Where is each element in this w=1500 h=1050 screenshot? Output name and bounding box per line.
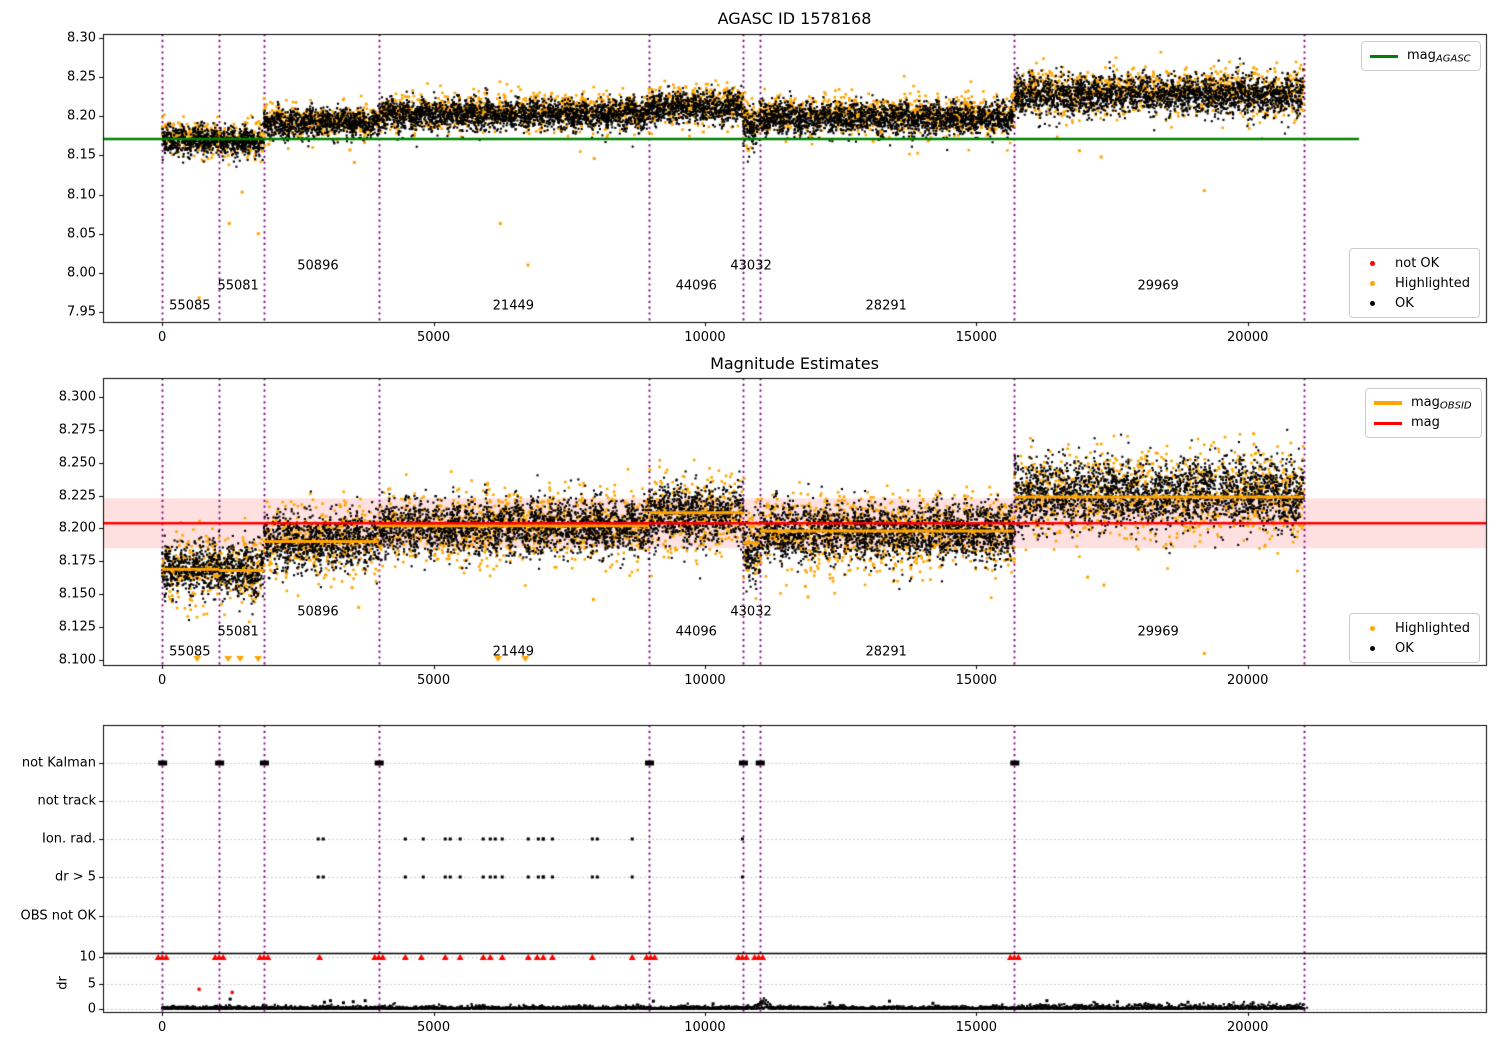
legend-row: Highlighted — [1358, 273, 1470, 293]
legend-row: mag — [1374, 413, 1472, 433]
flag-row-label: Ion. rad. — [42, 831, 96, 847]
y-tick-label: 8.10 — [67, 187, 96, 203]
x-tick-label: 15000 — [955, 330, 998, 345]
flag-row-label: dr > 5 — [54, 869, 96, 885]
obsid-label: 29969 — [1137, 278, 1179, 294]
not-ok-dot-swatch — [1358, 256, 1386, 271]
y-tick-label: 8.250 — [58, 455, 96, 471]
legend-label-mag-obsid: magOBSID — [1411, 394, 1472, 412]
y-tick-label: 8.20 — [67, 108, 96, 124]
legend-row: not OK — [1358, 253, 1470, 273]
x-tick-label: 10000 — [684, 1020, 726, 1035]
x-tick-label: 10000 — [684, 673, 726, 688]
x-tick-label: 5000 — [417, 1020, 451, 1035]
y-tick-label: 8.275 — [58, 422, 96, 438]
obsid-label: 43032 — [730, 604, 772, 620]
ok-dot-swatch — [1358, 296, 1386, 311]
legend-row: magOBSID — [1374, 393, 1472, 413]
obsid-label: 21449 — [492, 644, 535, 660]
legend-label-highlighted: Highlighted — [1395, 275, 1470, 291]
mag-obsid-line-swatch — [1374, 401, 1402, 405]
obsid-label: 50896 — [297, 258, 339, 274]
obsid-label: 21449 — [492, 298, 535, 314]
dr-tick-label: 5 — [87, 976, 96, 992]
y-tick-label: 8.150 — [58, 586, 96, 602]
obsid-label: 55081 — [217, 278, 259, 294]
dr-tick-label: 10 — [79, 949, 96, 965]
y-tick-label: 8.100 — [58, 652, 96, 668]
y-tick-label: 8.00 — [67, 265, 96, 281]
legend-row: OK — [1358, 638, 1470, 658]
legend-point-status-mid: Highlighted OK — [1349, 613, 1480, 663]
legend-label-highlighted: Highlighted — [1395, 620, 1470, 636]
x-tick-label: 5000 — [417, 330, 451, 345]
obsid-label: 44096 — [675, 278, 717, 294]
y-tick-label: 8.25 — [67, 69, 96, 85]
obsid-label: 28291 — [865, 298, 907, 314]
y-tick-label: 8.300 — [58, 389, 96, 405]
y-tick-label: 8.200 — [58, 520, 96, 536]
obsid-label: 55081 — [217, 624, 259, 640]
legend-label-mag-agasc: magAGASC — [1407, 47, 1471, 65]
dr-tick-label: 0 — [87, 1001, 96, 1017]
plot2-title: Magnitude Estimates — [710, 354, 879, 373]
highlighted-dot-swatch — [1358, 276, 1386, 291]
y-tick-label: 8.175 — [58, 553, 96, 569]
y-tick-label: 7.95 — [67, 304, 96, 320]
x-tick-label: 15000 — [955, 1020, 998, 1035]
x-tick-label: 5000 — [417, 673, 451, 688]
legend-label-ok: OK — [1395, 640, 1414, 656]
obsid-label: 55085 — [169, 644, 211, 660]
flag-row-label: not Kalman — [21, 755, 96, 771]
x-tick-label: 15000 — [955, 673, 998, 688]
legend-mag-obsid: magOBSID mag — [1365, 388, 1482, 438]
x-tick-label: 0 — [158, 1020, 167, 1035]
y-tick-label: 8.30 — [67, 30, 96, 46]
highlighted-dot-swatch — [1358, 621, 1386, 636]
y-tick-label: 8.15 — [67, 147, 96, 163]
legend-mag-agasc: magAGASC — [1361, 41, 1481, 71]
obsid-label: 44096 — [675, 624, 717, 640]
y-tick-label: 8.125 — [58, 619, 96, 635]
legend-point-status-top: not OK Highlighted OK — [1349, 248, 1480, 318]
plot1-title: AGASC ID 1578168 — [717, 9, 872, 28]
dr-axis-label: dr — [55, 976, 71, 990]
mag-line-swatch — [1374, 421, 1402, 425]
legend-label-ok: OK — [1395, 295, 1414, 311]
mag-agasc-line-swatch — [1370, 54, 1398, 58]
legend-row: magAGASC — [1370, 46, 1471, 66]
x-tick-label: 20000 — [1227, 1020, 1269, 1035]
obsid-label: 28291 — [865, 644, 907, 660]
flag-row-label: not track — [37, 793, 96, 809]
ok-dot-swatch — [1358, 641, 1386, 656]
obsid-label: 55085 — [169, 298, 211, 314]
x-tick-label: 0 — [158, 330, 167, 345]
legend-row: OK — [1358, 293, 1470, 313]
legend-row: Highlighted — [1358, 618, 1470, 638]
legend-label-mag: mag — [1411, 414, 1440, 430]
x-tick-label: 20000 — [1227, 673, 1269, 688]
y-tick-label: 8.225 — [58, 488, 96, 504]
x-tick-label: 0 — [158, 673, 167, 688]
x-tick-label: 20000 — [1227, 330, 1269, 345]
y-tick-label: 8.05 — [67, 226, 96, 242]
obsid-label: 29969 — [1137, 624, 1179, 640]
obsid-label: 43032 — [730, 258, 772, 274]
obsid-label: 50896 — [297, 604, 339, 620]
flag-row-label: OBS not OK — [20, 908, 97, 924]
legend-label-not-ok: not OK — [1395, 255, 1440, 271]
x-tick-label: 10000 — [684, 330, 726, 345]
